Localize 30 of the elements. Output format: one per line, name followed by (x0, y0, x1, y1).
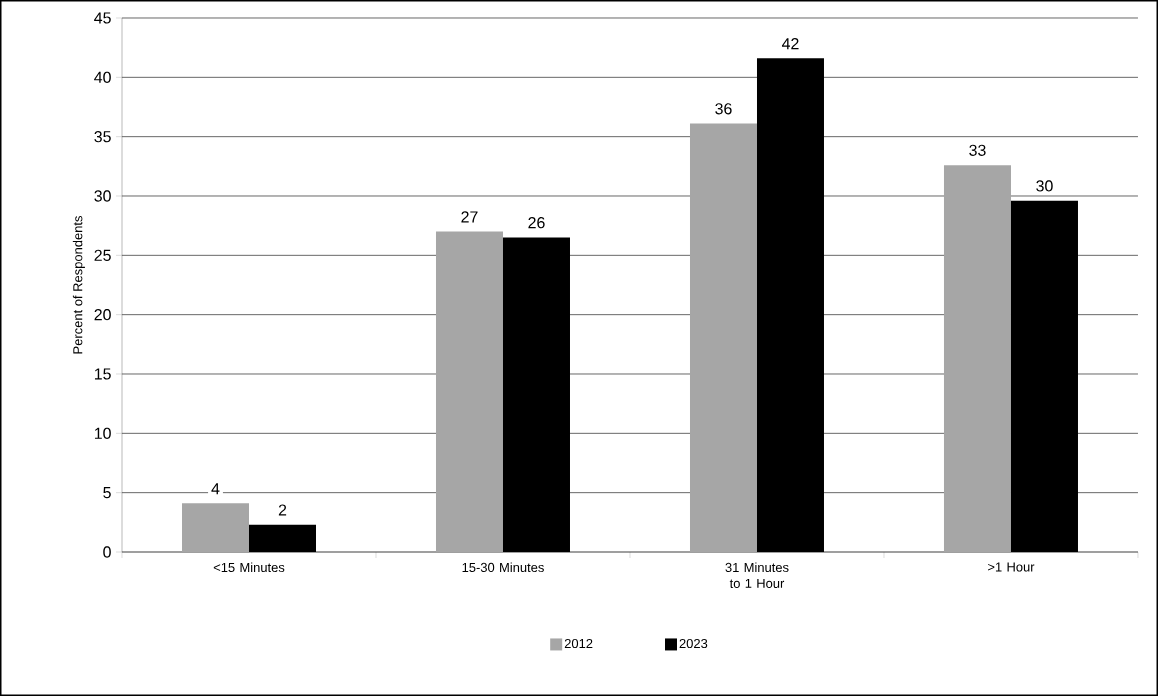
y-tick-label: 45 (94, 12, 111, 24)
y-tick-label: 40 (94, 71, 111, 83)
y-tick-label: 0 (103, 546, 111, 558)
bar (689, 123, 757, 552)
bar (435, 231, 503, 552)
y-tick-label: 35 (94, 131, 111, 143)
y-tick-label: 10 (94, 427, 111, 439)
data-label: 4 (211, 483, 220, 495)
data-label: 42 (781, 38, 799, 50)
data-label: 30 (1036, 180, 1053, 192)
x-tick-label: 31 Minutes to 1 Hour (725, 562, 789, 588)
data-label: 27 (461, 211, 478, 223)
legend-label: 2023 (679, 638, 708, 649)
data-label: 36 (715, 103, 732, 115)
bar (182, 503, 249, 552)
y-tick-label: 5 (103, 487, 111, 499)
legend-label: 2012 (564, 638, 593, 649)
x-tick-label: 15-30 Minutes (462, 562, 544, 573)
y-tick-label: 15 (94, 368, 111, 380)
bar (943, 165, 1011, 552)
x-tick-label: <15 Minutes (213, 562, 285, 573)
bar (249, 524, 316, 552)
data-label: 26 (528, 217, 545, 229)
y-tick-label: 20 (94, 309, 111, 321)
data-label: 2 (278, 504, 287, 516)
y-axis-title: Percent of Respondents (72, 216, 85, 354)
x-tick-label: >1 Hour (988, 562, 1035, 572)
y-tick-label: 25 (94, 249, 111, 261)
y-tick-label: 30 (94, 190, 111, 202)
data-label: 33 (969, 144, 986, 156)
